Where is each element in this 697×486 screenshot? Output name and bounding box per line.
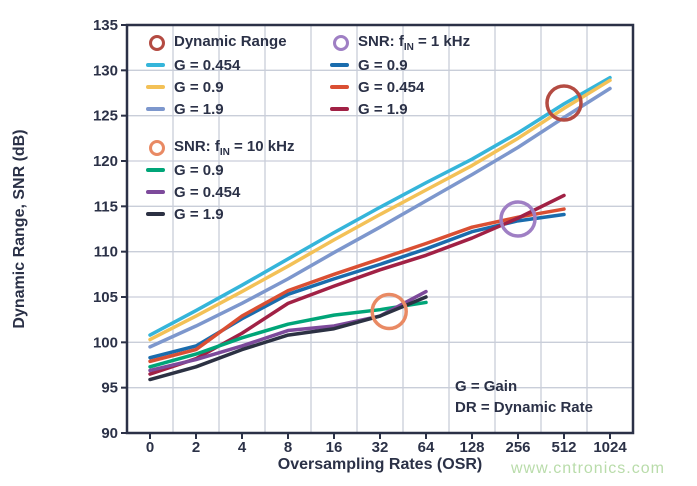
legend-item: G = 0.454 bbox=[143, 181, 294, 203]
legend-title: SNR: fIN = 10 kHz bbox=[174, 138, 295, 158]
line-swatch-icon bbox=[146, 63, 165, 67]
y-axis-title: Dynamic Range, SNR (dB) bbox=[11, 129, 28, 329]
legend-item: G = 1.9 bbox=[143, 98, 287, 120]
dynamic-range-marker bbox=[545, 84, 583, 122]
legend-item-label: G = 0.9 bbox=[174, 78, 224, 96]
snr-1khz-marker bbox=[499, 200, 537, 238]
x-tick-label: 64 bbox=[418, 439, 435, 456]
x-tick-label: 1024 bbox=[593, 439, 627, 456]
x-tick-label: 16 bbox=[326, 439, 343, 456]
legend-title: SNR: fIN = 1 kHz bbox=[358, 33, 471, 53]
line-swatch-icon bbox=[330, 107, 349, 111]
series-line-snr-1khz-g-0.454 bbox=[148, 207, 566, 364]
legend-item: G = 1.9 bbox=[143, 203, 294, 225]
legend-item: G = 0.9 bbox=[327, 54, 470, 76]
legend-title: Dynamic Range bbox=[174, 33, 287, 50]
line-swatch-icon bbox=[146, 168, 165, 172]
y-tick-label: 105 bbox=[93, 289, 118, 306]
legend-snr-10khz: SNR: fIN = 10 kHz G = 0.9 G = 0.454 G = … bbox=[143, 137, 294, 225]
legend-item: G = 0.454 bbox=[143, 54, 287, 76]
legend-header: SNR: fIN = 1 kHz bbox=[327, 32, 470, 54]
watermark: www.cntronics.com bbox=[511, 460, 665, 477]
legend-dynamic-range: Dynamic Range G = 0.454 G = 0.9 G = 1.9 bbox=[143, 32, 287, 120]
legend-item: G = 0.454 bbox=[327, 76, 470, 98]
series-line-snr-10khz-g-0.9 bbox=[148, 300, 428, 369]
line-swatch-icon bbox=[146, 190, 165, 194]
x-tick-label: 128 bbox=[459, 439, 484, 456]
legend-item-label: G = 0.454 bbox=[358, 78, 425, 96]
legend-item-label: G = 0.9 bbox=[174, 161, 224, 179]
x-axis-title: Oversampling Rates (OSR) bbox=[277, 456, 483, 473]
x-tick-label: 8 bbox=[284, 439, 292, 456]
y-tick-label: 120 bbox=[93, 153, 118, 170]
note-line-dr: DR = Dynamic Rate bbox=[455, 399, 593, 416]
series-line-dr-g-0.9 bbox=[148, 78, 612, 342]
y-tick-label: 95 bbox=[101, 380, 118, 397]
legend-item-label: G = 0.9 bbox=[358, 56, 408, 74]
x-tick-label: 2 bbox=[192, 439, 200, 456]
y-tick-label: 110 bbox=[94, 244, 118, 261]
legend-snr-1khz: SNR: fIN = 1 kHz G = 0.9 G = 0.454 G = 1… bbox=[327, 32, 470, 120]
y-tick-label: 115 bbox=[94, 198, 118, 215]
dynamic-range-circle-icon bbox=[149, 35, 165, 51]
line-swatch-icon bbox=[146, 212, 165, 216]
legend-item-label: G = 0.454 bbox=[174, 183, 241, 201]
legend-item-label: G = 1.9 bbox=[358, 100, 408, 118]
series-line-dr-g-1.9 bbox=[148, 86, 612, 349]
x-tick-label: 32 bbox=[372, 439, 389, 456]
x-tick-label: 0 bbox=[146, 439, 154, 456]
legend-header: SNR: fIN = 10 kHz bbox=[143, 137, 294, 159]
y-tick-label: 130 bbox=[93, 62, 118, 79]
legend-item-label: G = 1.9 bbox=[174, 205, 224, 223]
line-swatch-icon bbox=[330, 63, 349, 67]
abbreviation-note: G = Gain DR = Dynamic Rate bbox=[455, 376, 593, 418]
y-tick-label: 125 bbox=[93, 108, 118, 125]
snr-10khz-marker bbox=[370, 292, 408, 331]
x-tick-label: 256 bbox=[505, 439, 530, 456]
legend-item-label: G = 0.454 bbox=[174, 56, 241, 74]
legend-item-label: G = 1.9 bbox=[174, 100, 224, 118]
legend-item: G = 1.9 bbox=[327, 98, 470, 120]
series-line-dr-g-0.454 bbox=[148, 75, 612, 337]
line-swatch-icon bbox=[146, 85, 165, 89]
x-tick-label: 4 bbox=[238, 439, 247, 456]
legend-item: G = 0.9 bbox=[143, 76, 287, 98]
series-line-snr-10khz-g-1.9 bbox=[148, 295, 428, 382]
line-swatch-icon bbox=[146, 107, 165, 111]
x-tick-label: 512 bbox=[551, 439, 576, 456]
y-tick-label: 90 bbox=[101, 425, 118, 442]
y-tick-label: 100 bbox=[93, 334, 118, 351]
legend-header: Dynamic Range bbox=[143, 32, 287, 54]
note-line-gain: G = Gain bbox=[455, 378, 518, 395]
y-tick-label: 135 bbox=[93, 17, 118, 34]
snr-10khz-circle-icon bbox=[149, 140, 165, 156]
legend-item: G = 0.9 bbox=[143, 159, 294, 181]
snr-1khz-circle-icon bbox=[333, 35, 349, 51]
line-swatch-icon bbox=[330, 85, 349, 89]
